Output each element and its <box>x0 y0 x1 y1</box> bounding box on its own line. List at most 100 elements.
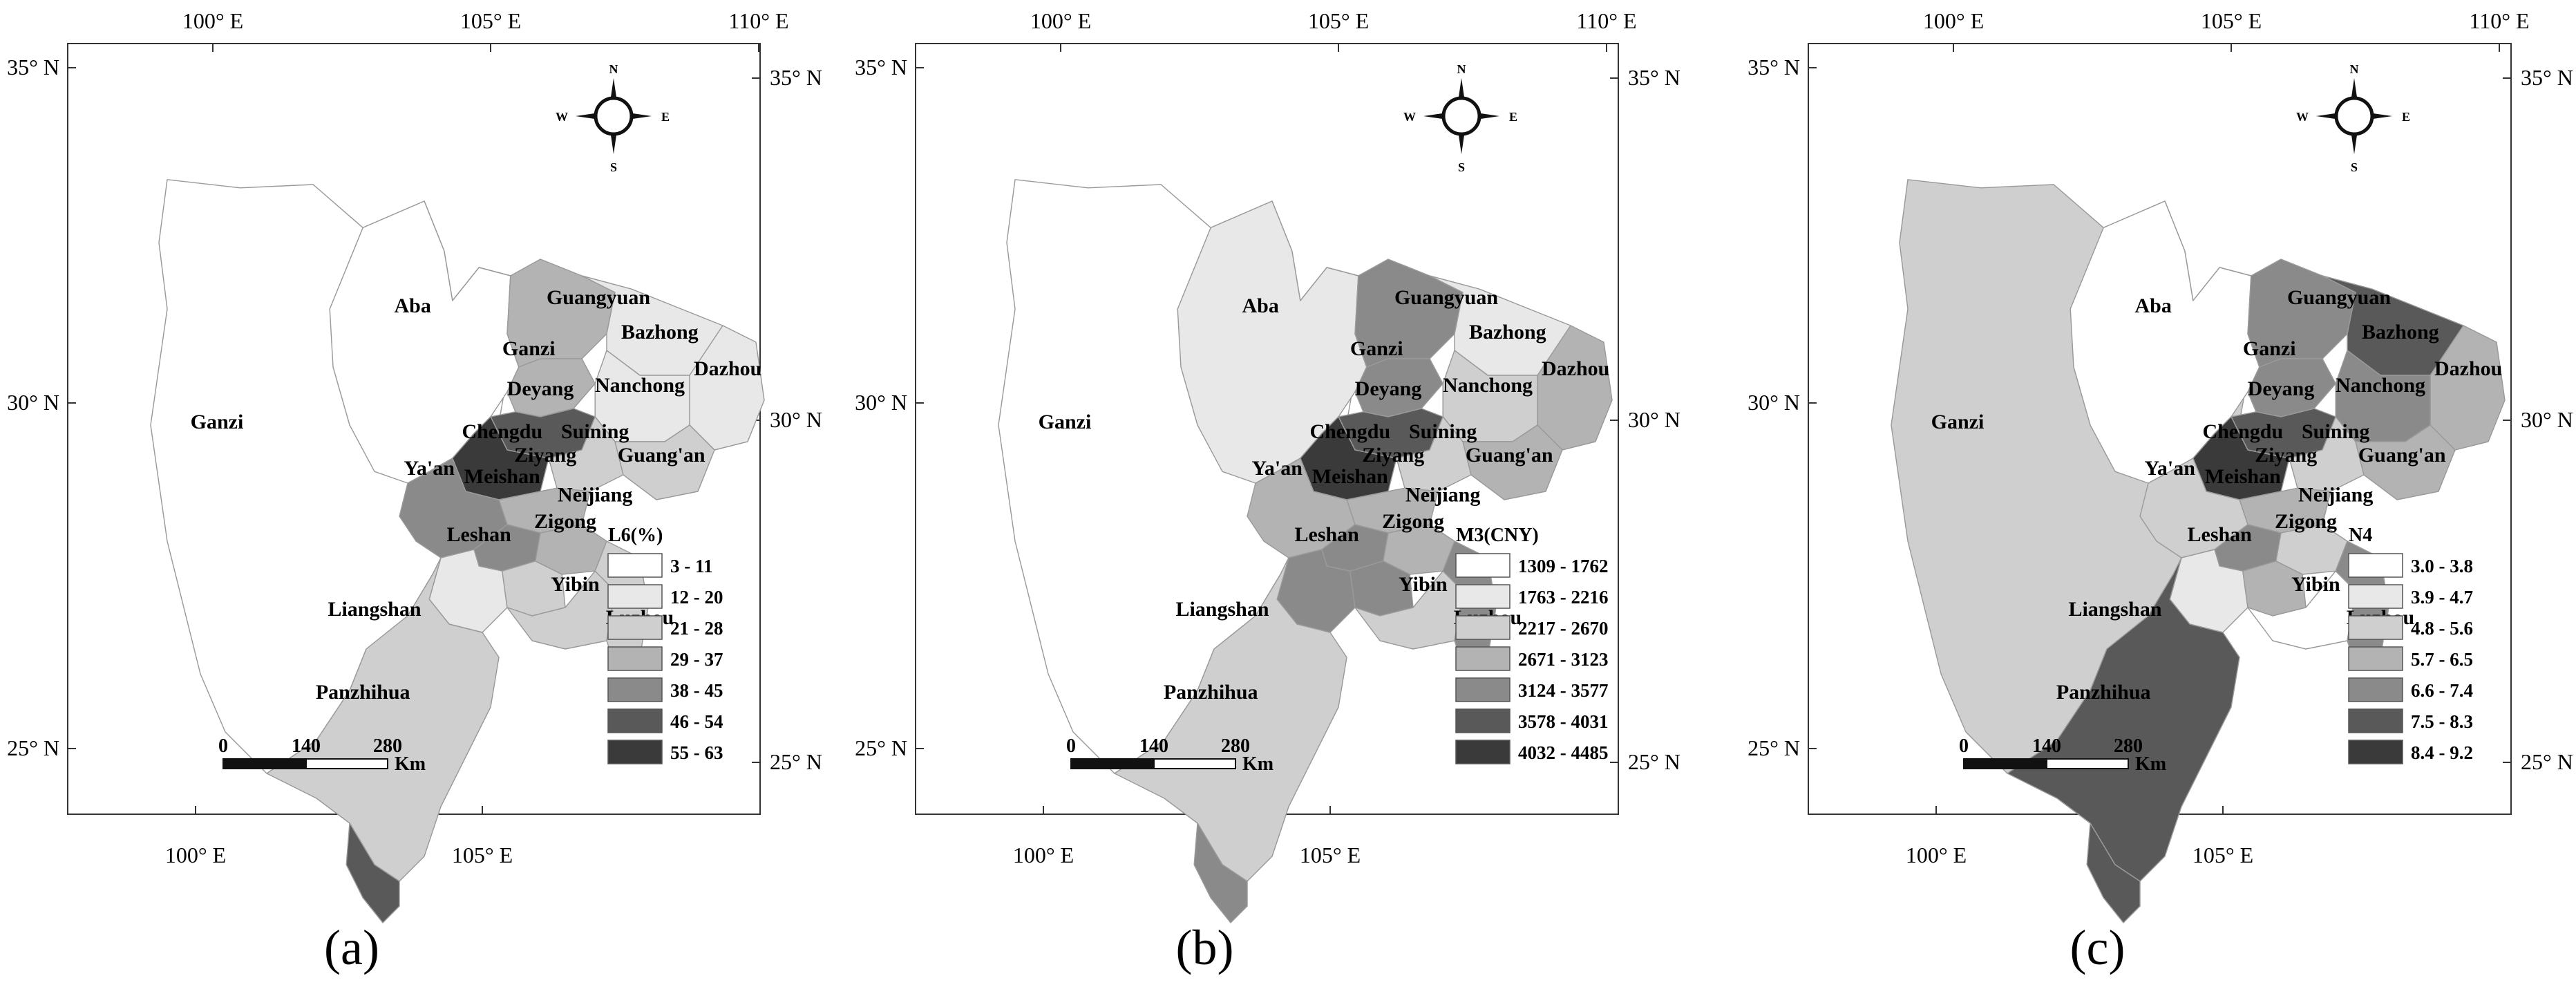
lat-tick-right: 25° N <box>1628 749 1680 774</box>
legend-class-label: 3 - 11 <box>670 556 713 576</box>
lat-tick-left: 25° N <box>1748 735 1800 760</box>
city-label: Leshan <box>447 523 512 546</box>
legend-class-label: 4.8 - 5.6 <box>2411 618 2473 639</box>
legend-swatch <box>1455 615 1510 640</box>
legend-swatch <box>607 553 663 578</box>
lon-tick-top: 105° E <box>2201 8 2262 33</box>
legend-class-label: 1763 - 2216 <box>1518 587 1609 608</box>
legend-title: L6(%) <box>608 525 663 546</box>
city-label: Zigong <box>534 510 596 533</box>
city-label: Nanchong <box>595 374 685 397</box>
lon-tick-top: 110° E <box>728 8 788 33</box>
region-panzhihua <box>1193 822 1248 923</box>
lat-tick-right: 25° N <box>2521 749 2573 774</box>
lat-tick-right: 35° N <box>1628 65 1680 90</box>
city-label: Panzhihua <box>1164 681 1258 704</box>
city-label: Aba <box>1242 294 1279 317</box>
city-label: Suining <box>561 420 629 443</box>
lon-tick-top: 110° E <box>2469 8 2529 33</box>
legend-class-label: 1309 - 1762 <box>1518 556 1609 576</box>
city-label: Neijiang <box>558 483 632 506</box>
scale-tick: 140 <box>2032 735 2061 757</box>
city-label: Deyang <box>2248 377 2315 400</box>
legend-swatch <box>607 646 663 671</box>
city-label: Suining <box>2302 420 2369 443</box>
city-label: Ya'an <box>2145 457 2196 480</box>
legend-class-label: 5.7 - 6.5 <box>2411 649 2473 670</box>
lon-tick-top: 100° E <box>182 8 243 33</box>
map-panel-2: 100° E 105° E 110° E 100° E 105° E 35° N 30° N… <box>855 8 1680 975</box>
city-label: Zigong <box>1382 510 1444 533</box>
region-guangyuan <box>506 258 616 368</box>
city-label: Bazhong <box>1469 321 1546 344</box>
legend-swatch <box>1455 646 1510 671</box>
city-label: Ganzi <box>502 337 556 360</box>
legend-swatch <box>2348 708 2403 733</box>
lat-tick-right: 30° N <box>770 407 822 432</box>
city-label: Panzhihua <box>316 681 410 704</box>
legend-swatch <box>607 615 663 640</box>
region-guangan <box>614 424 715 500</box>
compass-rose-icon: N S W E <box>556 62 670 174</box>
scale-tick: 0 <box>1066 735 1076 757</box>
lat-tick-left: 25° N <box>855 735 907 760</box>
lat-tick-right: 25° N <box>770 749 822 774</box>
compass-e: E <box>1509 110 1517 124</box>
city-label: Suining <box>1409 420 1477 443</box>
city-label: Chengdu <box>1309 420 1390 443</box>
city-label: Guangyuan <box>1394 286 1498 309</box>
city-label: Chengdu <box>462 420 542 443</box>
legend-class-label: 12 - 20 <box>670 587 723 608</box>
city-label: Aba <box>2135 294 2172 317</box>
compass-rose-icon: N S W E <box>1403 62 1517 174</box>
legend-title: N4 <box>2349 525 2372 546</box>
legend-class-label: 21 - 28 <box>670 618 723 639</box>
scale-tick: 140 <box>292 735 321 757</box>
scale-tick: 140 <box>1139 735 1168 757</box>
panel-label: (a) <box>324 920 379 975</box>
city-label: Meishan <box>1312 465 1388 488</box>
legend-class-label: 7.5 - 8.3 <box>2411 711 2473 732</box>
lon-tick-bottom: 105° E <box>1300 843 1361 867</box>
city-label: Ganzi <box>191 411 244 433</box>
compass-w: W <box>1403 110 1416 124</box>
legend-swatch <box>2348 740 2403 764</box>
city-label: Chengdu <box>2202 420 2283 443</box>
city-label: Neijiang <box>2298 483 2373 506</box>
region-guangyuan <box>1354 258 1464 368</box>
scale-bar-white <box>1153 758 1236 769</box>
city-label: Leshan <box>2188 523 2253 546</box>
lon-tick-bottom: 100° E <box>1906 843 1967 867</box>
city-label: Guang'an <box>2358 444 2446 467</box>
city-label: Guangyuan <box>547 286 650 309</box>
city-label: Guang'an <box>618 444 705 467</box>
legend-class-label: 3.0 - 3.8 <box>2411 556 2473 576</box>
legend-swatch <box>1455 677 1510 702</box>
city-label: Bazhong <box>621 321 699 344</box>
legend-class-label: 4032 - 4485 <box>1518 742 1609 763</box>
city-label: Meishan <box>2205 465 2281 488</box>
legend-swatch <box>1455 708 1510 733</box>
city-label: Bazhong <box>2362 321 2439 344</box>
scale-bar-black <box>1070 758 1155 769</box>
city-label: Guang'an <box>1466 444 1553 467</box>
city-label: Liangshan <box>2068 598 2161 621</box>
legend-class-label: 29 - 37 <box>670 649 723 670</box>
legend-swatch <box>2348 646 2403 671</box>
legend-class-label: 6.6 - 7.4 <box>2411 680 2473 701</box>
legend-swatch <box>607 740 663 764</box>
legend-swatch <box>607 708 663 733</box>
legend-swatch <box>2348 584 2403 609</box>
lat-tick-left: 35° N <box>1748 55 1800 79</box>
legend-swatch <box>1455 584 1510 609</box>
city-label: Deyang <box>1355 377 1422 400</box>
scale-bar-white <box>2046 758 2129 769</box>
city-label: Dazhou <box>694 357 761 380</box>
city-label: Yibin <box>551 573 600 596</box>
city-label: Deyang <box>507 377 574 400</box>
lon-tick-bottom: 105° E <box>452 843 513 867</box>
scale-unit: Km <box>395 753 426 775</box>
city-label: Neijiang <box>1405 483 1480 506</box>
lat-tick-left: 30° N <box>855 390 907 415</box>
legend-class-label: 38 - 45 <box>670 680 723 701</box>
